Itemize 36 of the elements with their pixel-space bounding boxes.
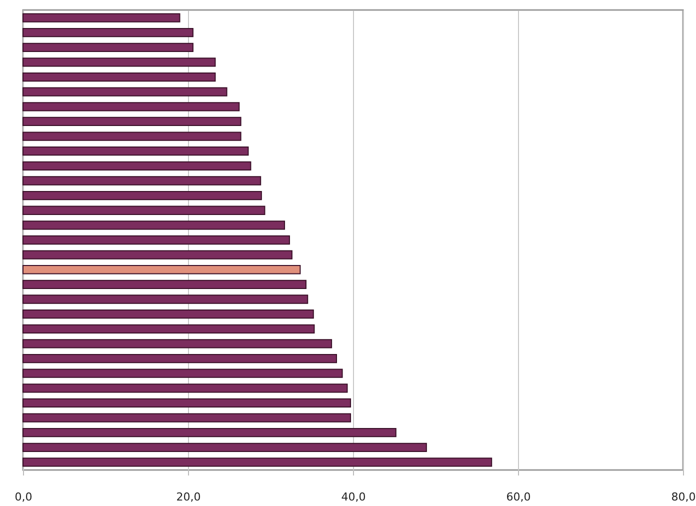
bar xyxy=(22,250,292,260)
bar xyxy=(22,220,286,230)
bar xyxy=(22,398,352,408)
bar xyxy=(22,368,343,378)
bar xyxy=(22,132,242,141)
bar xyxy=(22,280,306,290)
bar xyxy=(22,310,314,319)
bar xyxy=(22,42,194,52)
x-tick-label: 60,0 xyxy=(506,490,531,504)
bar xyxy=(22,87,228,96)
bar xyxy=(22,265,301,274)
bar xyxy=(22,413,352,422)
bar xyxy=(22,235,290,245)
bar xyxy=(22,116,242,126)
x-tick-label: 20,0 xyxy=(176,490,201,504)
bar xyxy=(22,458,492,467)
bar xyxy=(22,324,315,334)
bar xyxy=(22,190,262,200)
bar xyxy=(22,384,348,393)
bar xyxy=(22,339,332,348)
bar xyxy=(22,102,240,112)
bar xyxy=(22,176,262,186)
bar xyxy=(22,206,266,215)
x-tick-label: 0,0 xyxy=(14,490,32,504)
bar xyxy=(22,294,308,304)
x-tick-label: 80,0 xyxy=(671,490,696,504)
bar xyxy=(22,146,249,156)
bar xyxy=(22,13,180,22)
bar xyxy=(22,58,216,67)
bar xyxy=(22,28,194,38)
bar xyxy=(22,442,427,452)
bar xyxy=(22,354,337,364)
bar xyxy=(22,428,396,438)
x-tick-label: 40,0 xyxy=(341,490,366,504)
bar xyxy=(22,161,252,170)
bar xyxy=(22,72,216,82)
